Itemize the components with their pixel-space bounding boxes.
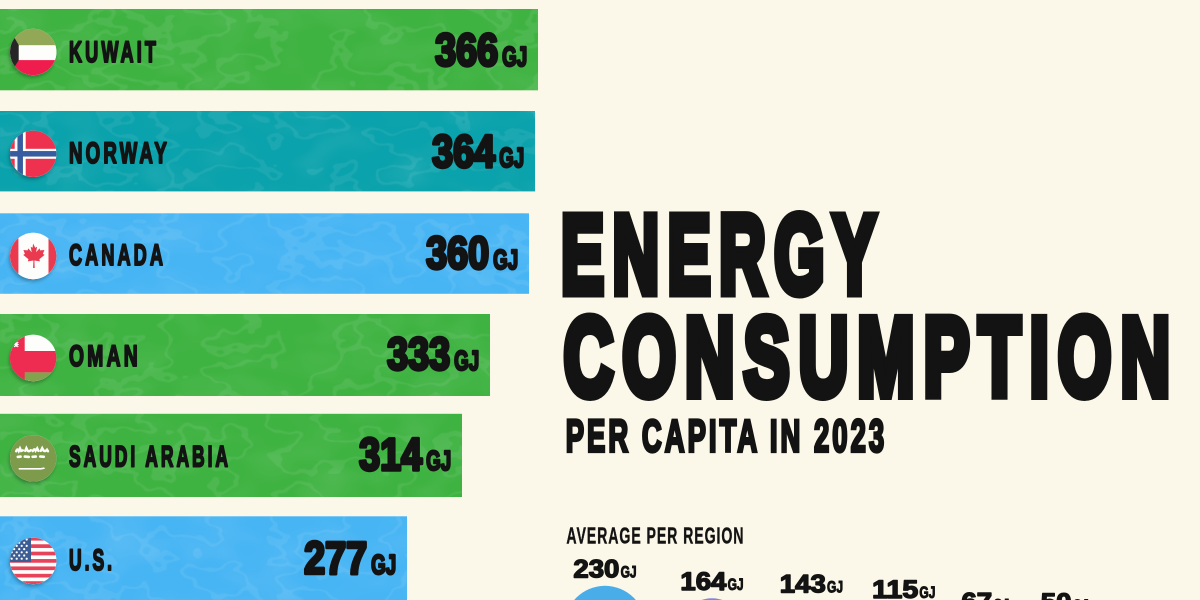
svg-text:OMAN: OMAN (69, 340, 141, 373)
svg-text:364: 364 (432, 126, 495, 177)
svg-text:AVERAGE PER REGION: AVERAGE PER REGION (566, 522, 744, 548)
svg-text:U.S.: U.S. (69, 544, 115, 577)
svg-text:333: 333 (387, 329, 450, 380)
svg-text:CONSUMPTION: CONSUMPTION (564, 296, 1180, 419)
svg-text:230: 230 (573, 556, 619, 583)
svg-text:164: 164 (680, 569, 726, 596)
svg-text:360: 360 (426, 228, 489, 279)
svg-text:SAUDI ARABIA: SAUDI ARABIA (69, 440, 231, 473)
svg-text:GJ: GJ (493, 244, 518, 275)
svg-text:ENERGY: ENERGY (561, 194, 885, 317)
svg-text:NORWAY: NORWAY (69, 137, 170, 170)
svg-text:GJ: GJ (919, 584, 935, 600)
svg-text:GJ: GJ (621, 563, 637, 581)
svg-text:GJ: GJ (499, 142, 524, 173)
svg-text:GJ: GJ (993, 596, 1009, 600)
svg-text:50: 50 (1041, 590, 1072, 600)
svg-text:67: 67 (961, 589, 992, 600)
svg-text:GJ: GJ (827, 579, 843, 597)
svg-text:277: 277 (304, 533, 367, 584)
svg-text:GJ: GJ (728, 576, 744, 594)
svg-text:314: 314 (359, 429, 422, 480)
svg-text:PER CAPITA IN 2023: PER CAPITA IN 2023 (566, 411, 888, 462)
svg-text:GJ: GJ (454, 345, 479, 376)
svg-text:143: 143 (780, 572, 826, 599)
svg-text:GJ: GJ (502, 41, 527, 72)
svg-text:115: 115 (872, 577, 918, 600)
svg-text:CANADA: CANADA (69, 239, 166, 272)
svg-text:KUWAIT: KUWAIT (69, 36, 159, 69)
svg-text:GJ: GJ (371, 549, 396, 580)
svg-text:GJ: GJ (426, 445, 451, 476)
svg-text:GJ: GJ (1073, 597, 1089, 600)
svg-text:366: 366 (435, 25, 498, 76)
